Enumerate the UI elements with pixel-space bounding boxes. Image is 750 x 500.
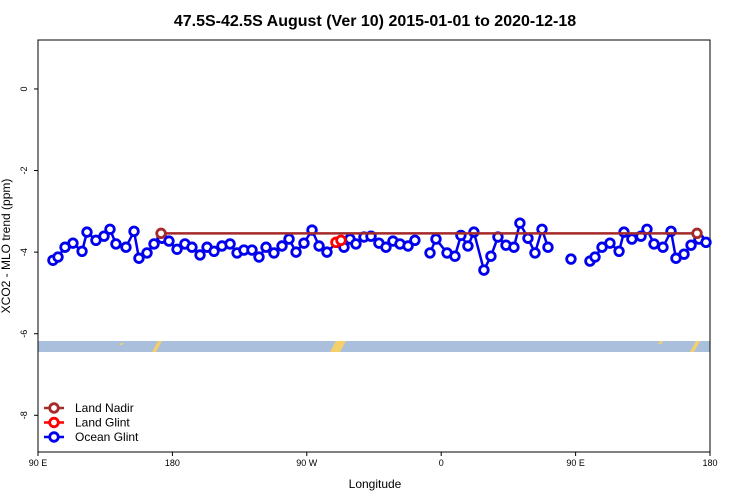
legend-marker <box>48 431 60 443</box>
point <box>141 247 153 259</box>
point <box>565 253 577 265</box>
surface-band <box>38 341 710 352</box>
point <box>522 232 534 244</box>
x-tick-label: 90 W <box>296 458 318 468</box>
point <box>76 245 88 258</box>
point <box>81 226 93 238</box>
point <box>268 247 280 259</box>
point <box>171 243 183 255</box>
point <box>409 234 421 246</box>
point <box>626 233 638 245</box>
point <box>155 227 167 240</box>
point <box>110 238 122 250</box>
point <box>104 223 116 235</box>
point <box>514 217 526 229</box>
point <box>685 239 697 251</box>
point <box>133 252 145 264</box>
legend-label: Ocean Glint <box>75 430 139 444</box>
y-axis-label: XCO2 - MLO trend (ppm) <box>0 179 13 314</box>
point <box>120 241 132 253</box>
point <box>128 225 140 238</box>
point <box>224 238 236 250</box>
point <box>604 237 616 249</box>
point <box>52 251 64 263</box>
legend-marker <box>48 416 60 429</box>
point <box>402 240 414 252</box>
y-tick-label: -6 <box>19 330 29 338</box>
point <box>67 237 79 249</box>
legend-marker <box>48 402 60 414</box>
chart-title: 47.5S-42.5S August (Ver 10) 2015-01-01 t… <box>174 13 576 30</box>
point <box>700 236 712 249</box>
y-tick-label: -4 <box>19 248 29 256</box>
point <box>542 241 554 253</box>
point <box>208 245 220 258</box>
point <box>449 250 461 262</box>
point <box>260 241 272 253</box>
point <box>163 235 175 247</box>
point <box>321 246 333 258</box>
point <box>691 227 703 240</box>
y-tick-label: 0 <box>19 86 29 91</box>
point <box>186 241 198 253</box>
point <box>276 240 288 252</box>
x-tick-label: 0 <box>439 458 444 468</box>
point <box>246 244 258 256</box>
point <box>194 249 206 261</box>
y-tick-label: -2 <box>19 167 29 175</box>
point <box>462 240 474 252</box>
point <box>335 234 347 246</box>
point <box>678 248 690 260</box>
point <box>485 250 497 262</box>
legend-label: Land Nadir <box>75 401 134 415</box>
point <box>430 233 442 245</box>
x-tick-label: 180 <box>165 458 180 468</box>
point <box>313 240 325 252</box>
point <box>298 237 310 249</box>
x-tick-label: 90 E <box>29 458 48 468</box>
point <box>529 247 541 259</box>
point <box>508 241 520 253</box>
point <box>478 264 490 276</box>
point <box>350 238 362 250</box>
point <box>98 230 110 242</box>
point <box>380 241 392 253</box>
series-line <box>428 219 550 274</box>
point <box>648 238 660 250</box>
point <box>253 251 265 263</box>
point <box>283 233 295 245</box>
y-tick-label: -8 <box>19 411 29 419</box>
point <box>148 238 160 250</box>
point <box>589 251 601 263</box>
x-axis-label: Longitude <box>349 477 402 491</box>
point <box>657 241 669 253</box>
x-tick-label: 180 <box>702 458 717 468</box>
point <box>290 246 302 258</box>
x-tick-label: 90 E <box>566 458 585 468</box>
point <box>613 245 625 258</box>
point <box>424 247 436 259</box>
legend-label: Land Glint <box>75 416 130 430</box>
